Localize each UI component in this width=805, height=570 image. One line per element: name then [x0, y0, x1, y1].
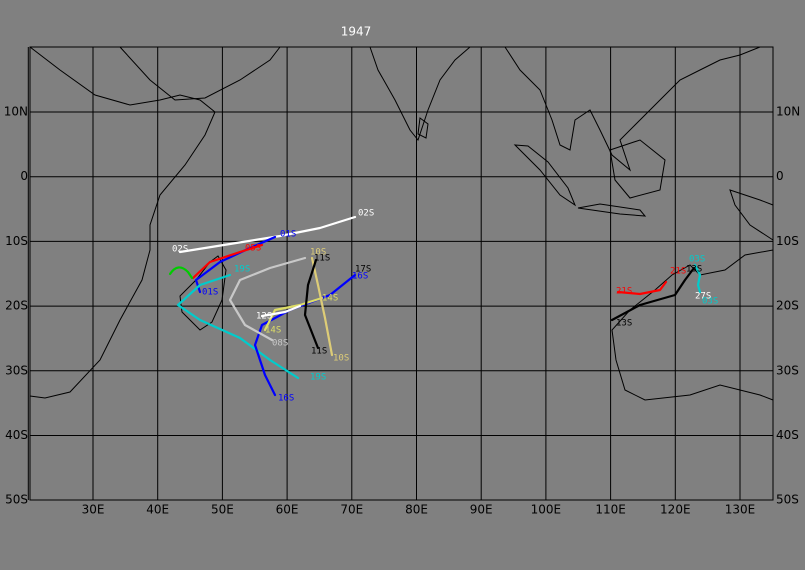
storm-label: 21S — [670, 267, 686, 277]
lon-label: 30E — [82, 503, 105, 517]
southeast-asia — [504, 46, 761, 172]
lat-label: 10S — [5, 234, 28, 248]
coastlines — [29, 46, 774, 401]
track — [168, 266, 194, 280]
lat-label: 30S — [5, 363, 28, 377]
track — [260, 304, 302, 318]
lat-label: 0 — [20, 169, 28, 183]
storm-label: 01S — [280, 230, 296, 240]
sumatra — [513, 144, 577, 207]
storm-label: 11S — [314, 254, 330, 264]
java — [577, 203, 647, 217]
track — [310, 256, 334, 357]
lat-label: 30S — [776, 363, 799, 377]
lon-label: 100E — [531, 503, 562, 517]
lat-label: 50S — [776, 493, 799, 507]
storm-label: 16S — [352, 272, 368, 282]
lat-label: 10N — [776, 105, 800, 119]
lat-label: 20S — [776, 299, 799, 313]
graticule — [27, 47, 773, 500]
lat-label: 10N — [4, 105, 28, 119]
storm-label: 27S — [695, 292, 711, 302]
lon-label: 90E — [470, 503, 493, 517]
lon-label: 60E — [276, 503, 299, 517]
storm-label: 13S — [686, 265, 702, 275]
lat-label: 50S — [5, 493, 28, 507]
track — [194, 235, 277, 294]
storm-label: 03S — [702, 297, 718, 307]
storm-label: 02S — [358, 209, 374, 219]
track — [610, 266, 696, 322]
storm-label: 19S — [234, 265, 250, 275]
storm-label: 14S — [265, 326, 281, 336]
lon-label: 80E — [405, 503, 428, 517]
storm-label: 08S — [272, 339, 288, 349]
lon-label: 110E — [595, 503, 626, 517]
storm-label: 10S — [333, 354, 349, 364]
sri-lanka — [417, 117, 429, 139]
lat-label: 40S — [776, 428, 799, 442]
lat-label: 40S — [5, 428, 28, 442]
track — [693, 263, 702, 294]
track — [263, 296, 324, 332]
storm-label: 10S — [310, 248, 326, 258]
map-frame — [29, 46, 774, 501]
storm-label: 12S — [256, 312, 272, 322]
track — [178, 215, 357, 254]
storm-tracks — [168, 215, 702, 397]
borneo — [609, 139, 666, 199]
storm-label: 21S — [616, 287, 632, 297]
storm-label: 11S — [311, 347, 327, 357]
storm-label: 13S — [616, 319, 632, 329]
storm-labels: 02S 02S 01S 01S 05S 19S 19S 16S 16S 17S … — [172, 209, 718, 404]
track — [303, 258, 320, 350]
india — [369, 46, 471, 142]
lat-label: 0 — [776, 169, 784, 183]
lat-label: 20S — [5, 299, 28, 313]
track — [191, 243, 264, 280]
storm-label: 01S — [202, 288, 218, 298]
map-title: 1947 — [341, 25, 372, 39]
lon-label: 70E — [340, 503, 363, 517]
storm-label: 02S — [172, 245, 188, 255]
madagascar — [179, 255, 227, 331]
lat-label: 10S — [776, 234, 799, 248]
storm-label: 14S — [322, 294, 338, 304]
storm-label: 03S — [689, 255, 705, 265]
new-guinea — [729, 189, 774, 241]
storm-label: 19S — [310, 373, 326, 383]
storm-label: 17S — [355, 265, 371, 275]
africa-coast — [29, 46, 216, 399]
lon-label: 40E — [146, 503, 169, 517]
track — [616, 280, 668, 296]
lon-label: 50E — [211, 503, 234, 517]
arabia-coast — [119, 46, 281, 101]
lon-label: 130E — [725, 503, 756, 517]
track — [253, 273, 357, 397]
track — [228, 256, 307, 342]
storm-label: 16S — [278, 394, 294, 404]
australia — [611, 249, 774, 401]
storm-label: 05S — [245, 244, 261, 254]
lon-label: 120E — [660, 503, 691, 517]
track — [176, 273, 300, 380]
